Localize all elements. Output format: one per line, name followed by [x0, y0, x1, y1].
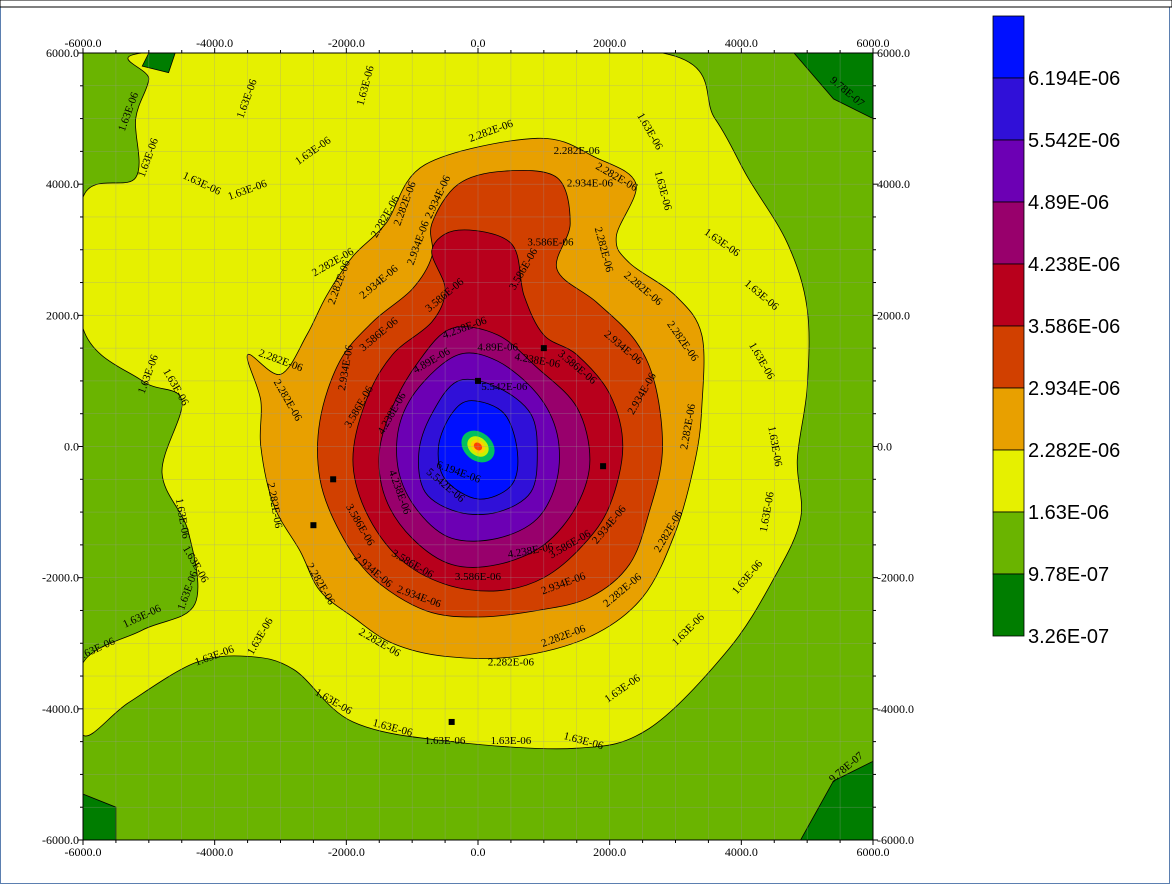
contour-label: 1.63E-06 — [425, 735, 466, 747]
legend-label: 3.26E-07 — [1028, 626, 1109, 648]
y-tick-label: 2000.0 — [877, 308, 910, 322]
legend-label: 6.194E-06 — [1028, 68, 1120, 90]
contour-label: 2.282E-06 — [554, 145, 601, 157]
contour-label: 3.586E-06 — [527, 237, 574, 249]
y-tick-label: 2000.0 — [46, 308, 79, 322]
y-tick-label: -6000.0 — [42, 833, 79, 847]
receptor-marker — [448, 718, 455, 725]
receptor-marker — [540, 345, 547, 352]
y-tick-label: -6000.0 — [877, 833, 914, 847]
receptor-marker — [310, 522, 317, 529]
y-tick-label: -4000.0 — [42, 702, 79, 716]
x-tick-label: -2000.0 — [328, 845, 365, 859]
x-tick-label: 2000.0 — [593, 845, 626, 859]
color-legend: 6.194E-06 5.542E-06 4.89E-06 4.238E-06 3.586… — [992, 15, 1120, 648]
contour-label: 2.282E-06 — [488, 656, 535, 668]
y-tick-label: 4000.0 — [877, 177, 910, 191]
legend-label: 2.282E-06 — [1028, 440, 1120, 462]
receptor-marker — [475, 377, 481, 384]
y-axis-right: 6000.0 4000.0 2000.0 0.0 -2000.0 -4000.0 -6000… — [873, 46, 914, 847]
legend-swatch — [992, 573, 1025, 637]
receptor-marker — [330, 476, 337, 483]
x-tick-label: -6000.0 — [65, 845, 102, 859]
x-tick-label: 4000.0 — [725, 36, 758, 50]
x-axis-bottom: -6000.0 -4000.0 -2000.0 0.0 2000.0 4000.0 6000… — [65, 840, 890, 859]
x-tick-label: -4000.0 — [196, 36, 233, 50]
legend-label: 2.934E-06 — [1028, 378, 1120, 400]
y-tick-label: 6000.0 — [877, 46, 910, 60]
x-tick-label: -6000.0 — [65, 36, 102, 50]
x-tick-label: 4000.0 — [725, 845, 758, 859]
legend-label: 1.63E-06 — [1028, 502, 1109, 524]
receptor-marker — [600, 463, 607, 470]
contour-fills — [83, 53, 873, 840]
x-tick-label: 0.0 — [471, 845, 486, 859]
y-tick-label: 4000.0 — [46, 177, 79, 191]
x-axis-top: -6000.0 -4000.0 -2000.0 0.0 2000.0 4000.0 6000… — [65, 36, 890, 53]
y-tick-label: 0.0 — [877, 440, 892, 454]
legend-label: 3.586E-06 — [1028, 316, 1120, 338]
legend-swatch — [992, 449, 1025, 513]
legend-swatch — [992, 15, 1025, 79]
x-tick-label: -2000.0 — [328, 36, 365, 50]
contour-band-3.26E-07 — [800, 760, 873, 840]
y-tick-label: -2000.0 — [877, 571, 914, 585]
x-tick-label: 6000.0 — [857, 36, 890, 50]
legend-swatch — [992, 325, 1025, 389]
y-tick-label: 6000.0 — [46, 46, 79, 60]
y-tick-label: 0.0 — [64, 440, 79, 454]
contour-label: 3.586E-06 — [455, 571, 502, 583]
y-tick-label: -4000.0 — [877, 702, 914, 716]
legend-swatch — [992, 77, 1025, 141]
legend-swatch — [992, 139, 1025, 203]
contour-label: 4.89E-06 — [477, 342, 518, 354]
x-tick-label: -4000.0 — [196, 845, 233, 859]
contour-label: 2.934E-06 — [567, 178, 614, 190]
top-header-strip — [0, 0, 1172, 8]
x-tick-label: 0.0 — [471, 36, 486, 50]
legend-swatch — [992, 201, 1025, 265]
legend-label: 4.238E-06 — [1028, 254, 1120, 276]
legend-label: 9.78E-07 — [1028, 564, 1109, 586]
legend-swatch — [992, 263, 1025, 327]
legend-label: 5.542E-06 — [1028, 130, 1120, 152]
contour-label: 5.542E-06 — [481, 381, 528, 393]
legend-swatch — [992, 511, 1025, 575]
y-axis-left: 6000.0 4000.0 2000.0 0.0 -2000.0 -4000.0 -6000… — [42, 46, 83, 847]
contour-label: 1.63E-06 — [491, 735, 532, 747]
y-tick-label: -2000.0 — [42, 571, 79, 585]
x-tick-label: 2000.0 — [593, 36, 626, 50]
x-tick-label: 6000.0 — [857, 845, 890, 859]
receptor-markers — [310, 345, 607, 725]
contour-band-3.26E-07 — [141, 53, 176, 74]
legend-label: 4.89E-06 — [1028, 192, 1109, 214]
legend-swatch — [992, 387, 1025, 451]
